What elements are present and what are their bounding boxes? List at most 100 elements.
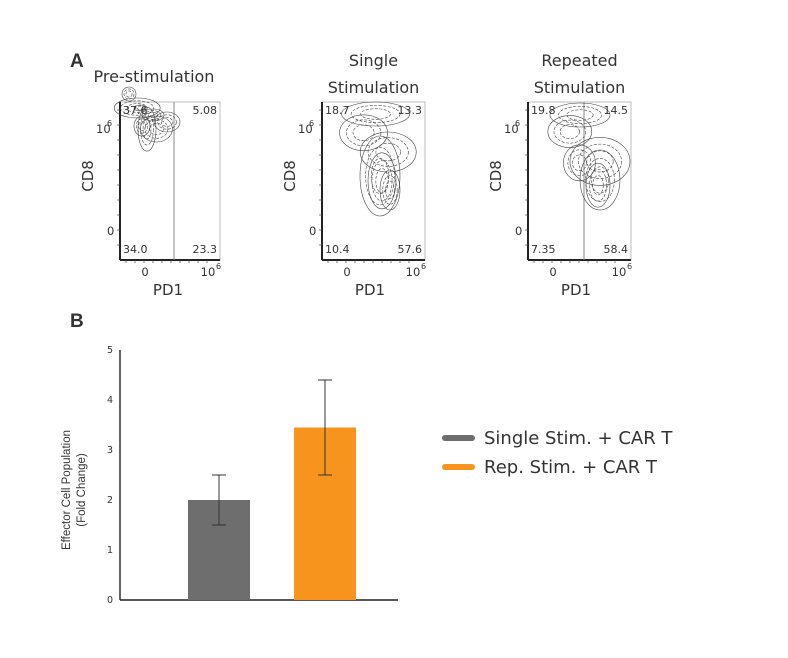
x-axis-label: PD1 bbox=[355, 281, 385, 299]
contour bbox=[572, 154, 587, 172]
y-tick-exponent: 6 bbox=[107, 119, 112, 128]
contour bbox=[385, 180, 395, 200]
x-tick-label: 0 bbox=[549, 265, 556, 279]
bar-y-axis-label-line: Effector Cell Population bbox=[61, 430, 73, 550]
contour bbox=[123, 88, 135, 100]
x-tick-exponent: 6 bbox=[421, 262, 426, 271]
contour bbox=[558, 106, 602, 124]
y-tick-label: 10 bbox=[298, 122, 313, 136]
quadrant-lower-left: 7.35 bbox=[531, 243, 556, 256]
contour bbox=[153, 111, 181, 133]
contour bbox=[563, 144, 596, 182]
quadrant-lower-left: 10.4 bbox=[325, 243, 350, 256]
contour bbox=[359, 135, 401, 217]
bar-y-tick-label: 4 bbox=[107, 395, 113, 406]
contour bbox=[567, 149, 592, 177]
quadrant-upper-right: 14.5 bbox=[604, 104, 629, 117]
y-tick-label: 10 bbox=[504, 122, 519, 136]
contour bbox=[141, 108, 165, 122]
y-tick-exponent: 6 bbox=[515, 119, 520, 128]
quadrant-upper-right: 5.08 bbox=[193, 104, 218, 117]
x-axis-label: PD1 bbox=[153, 281, 183, 299]
contour bbox=[359, 131, 417, 173]
bar-chart: 0 1 2 3 4 5 Effector Cell Population (Fold Chan… bbox=[61, 345, 673, 606]
contour bbox=[365, 146, 395, 206]
contour bbox=[144, 110, 162, 120]
bar-y-axis-label: Effector Cell Population (Fold Change) bbox=[61, 430, 88, 550]
y-axis-label: CD8 bbox=[487, 160, 505, 192]
quadrant-upper-right: 13.3 bbox=[398, 104, 423, 117]
quadrant-lower-right: 57.6 bbox=[398, 243, 423, 256]
x-tick-exponent: 6 bbox=[216, 262, 221, 271]
contour bbox=[138, 121, 146, 131]
x-tick-label: 0 bbox=[343, 265, 350, 279]
legend-label: Rep. Stim. + CAR T bbox=[484, 457, 658, 478]
y-tick-label: 0 bbox=[515, 224, 522, 238]
plot-title: Stimulation bbox=[328, 78, 420, 97]
bar-y-tick-label: 3 bbox=[107, 445, 113, 456]
contour bbox=[350, 105, 401, 123]
legend: Single Stim. + CAR T Rep. Stim. + CAR T bbox=[442, 428, 673, 478]
contour bbox=[352, 124, 375, 142]
contour bbox=[566, 109, 594, 121]
bar-y-axis-label-line: (Fold Change) bbox=[76, 453, 88, 527]
contour bbox=[360, 108, 391, 120]
contour bbox=[137, 106, 157, 152]
contour bbox=[121, 86, 137, 102]
contour bbox=[135, 118, 149, 134]
contour bbox=[160, 117, 174, 127]
contour bbox=[585, 158, 615, 202]
contour bbox=[126, 103, 148, 113]
contour bbox=[149, 122, 164, 136]
contour bbox=[367, 152, 397, 210]
plot-title: Repeated bbox=[541, 51, 617, 70]
bar-y-tick-label: 5 bbox=[107, 345, 113, 356]
contour bbox=[382, 175, 398, 205]
contour bbox=[590, 166, 610, 194]
y-tick-label: 0 bbox=[107, 224, 114, 238]
quadrant-lower-left: 34.0 bbox=[123, 243, 148, 256]
x-tick-label: 10 bbox=[612, 265, 627, 279]
contour bbox=[133, 104, 147, 112]
quadrant-upper-left: 19.8 bbox=[531, 104, 556, 117]
contour-lines bbox=[547, 102, 631, 211]
x-tick-label: 10 bbox=[201, 265, 216, 279]
contour bbox=[549, 102, 611, 128]
bar-y-tick-label: 0 bbox=[107, 595, 113, 606]
plot-title: Stimulation bbox=[534, 78, 626, 97]
quadrant-upper-left: 18.7 bbox=[325, 104, 350, 117]
quadrant-lower-right: 23.3 bbox=[193, 243, 218, 256]
contour bbox=[586, 150, 614, 173]
legend-label: Single Stim. + CAR T bbox=[484, 428, 673, 449]
quadrant-lower-right: 58.4 bbox=[604, 243, 629, 256]
x-tick-label: 0 bbox=[141, 265, 148, 279]
bar-y-tick-label: 1 bbox=[107, 545, 113, 556]
y-axis-label: CD8 bbox=[79, 160, 97, 192]
panel-a-label: A bbox=[70, 51, 84, 72]
contour bbox=[133, 115, 151, 137]
contour bbox=[579, 149, 621, 211]
contour bbox=[589, 169, 607, 202]
contour bbox=[547, 115, 593, 148]
contour bbox=[375, 168, 389, 194]
contour-lines bbox=[339, 101, 417, 217]
contour bbox=[375, 142, 401, 162]
panel-b-label: B bbox=[70, 311, 84, 332]
contour bbox=[559, 124, 580, 139]
contour bbox=[140, 113, 154, 146]
x-tick-label: 10 bbox=[406, 265, 421, 279]
contour bbox=[578, 143, 622, 179]
contour-lines bbox=[113, 86, 181, 152]
plot-title: Single bbox=[349, 51, 398, 70]
contour bbox=[142, 119, 152, 140]
y-axis-label: CD8 bbox=[281, 160, 299, 192]
x-tick-exponent: 6 bbox=[627, 262, 632, 271]
contour bbox=[137, 105, 143, 111]
contour bbox=[379, 169, 401, 211]
quadrant-upper-left: 37.6 bbox=[123, 104, 148, 117]
contour bbox=[553, 119, 586, 144]
